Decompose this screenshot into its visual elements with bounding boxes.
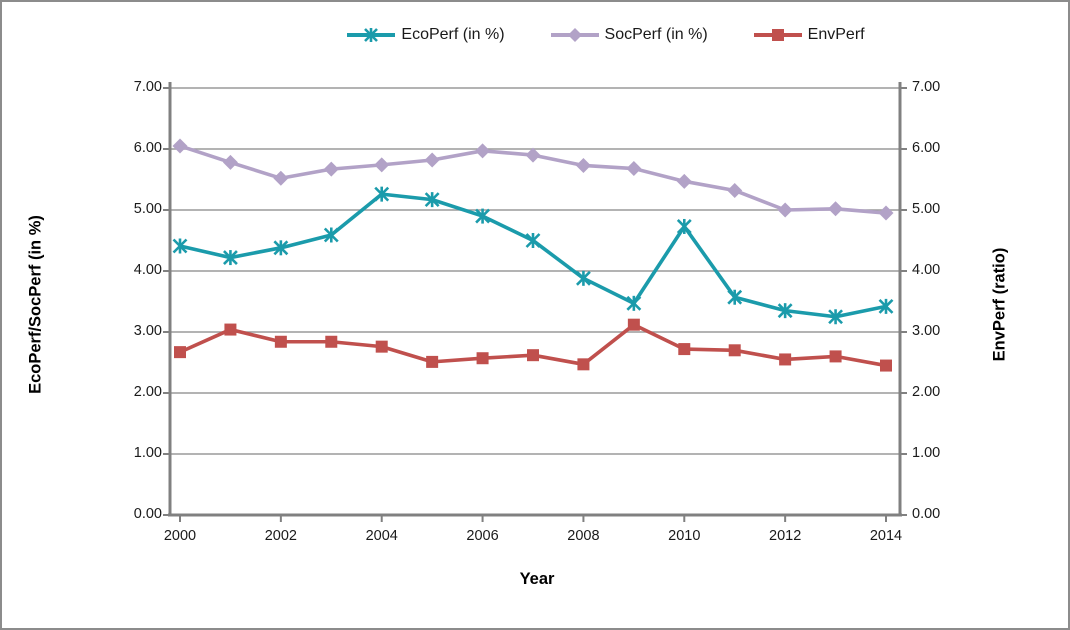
y-axis-left-tick-label: 4.00 (133, 262, 162, 278)
data-point-marker (828, 309, 843, 325)
y-axis-left-tick-label: 6.00 (133, 140, 162, 156)
data-point-marker (323, 161, 339, 177)
data-point-marker (476, 352, 489, 365)
socperf-line-marker-icon (550, 28, 599, 42)
data-point-marker (475, 208, 490, 224)
x-axis-tick-label: 2012 (769, 528, 802, 544)
y-axis-right-tick-label: 7.00 (912, 79, 941, 95)
data-point-marker (727, 182, 743, 198)
data-point-marker (475, 143, 491, 159)
legend-label-socperf: SocPerf (in %) (604, 26, 708, 43)
y-axis-right-tick-label: 1.00 (912, 445, 941, 461)
series-line-ecoperf (179, 192, 887, 319)
data-point-marker (273, 240, 289, 256)
data-point-marker (424, 152, 440, 168)
data-point-marker (223, 250, 238, 265)
chart-legend: EcoPerf (in %) SocPerf (in %) EnvPerf (72, 26, 1068, 44)
data-point-marker (374, 186, 390, 202)
data-point-marker (172, 238, 188, 254)
x-axis-tick-label: 2004 (365, 528, 398, 544)
legend-label-ecoperf: EcoPerf (in %) (401, 26, 505, 43)
data-point-marker (222, 154, 238, 170)
data-point-marker (575, 157, 591, 173)
data-point-marker (627, 318, 640, 331)
y-axis-left-tick-label: 5.00 (133, 201, 162, 217)
data-point-marker (626, 295, 642, 311)
y-axis-right-tick-label: 5.00 (912, 201, 941, 217)
data-point-marker (424, 192, 440, 208)
legend-item-socperf: SocPerf (in %) (549, 26, 708, 44)
data-point-marker (727, 289, 743, 305)
x-axis-tick-label: 2006 (466, 528, 499, 544)
x-axis-tick-label: 2010 (668, 528, 701, 544)
data-point-marker (728, 344, 741, 357)
x-axis-tick-label: 2008 (567, 528, 600, 544)
data-point-marker (880, 359, 892, 372)
data-point-marker (829, 350, 842, 363)
data-point-marker (676, 219, 692, 234)
data-point-marker (274, 335, 287, 348)
legend-marker-shape (771, 29, 784, 41)
y-axis-left-tick-label: 0.00 (133, 506, 162, 522)
y-axis-right-tick-label: 3.00 (912, 323, 941, 339)
legend-marker-shape (364, 28, 379, 42)
data-point-marker (323, 227, 339, 243)
data-point-marker (576, 270, 591, 286)
y-axis-title-left: EcoPerf/SocPerf (in %) (26, 215, 45, 394)
data-point-marker (777, 202, 793, 218)
data-point-marker (224, 323, 237, 336)
y-axis-left-tick-label: 1.00 (133, 445, 162, 461)
y-axis-right-tick-label: 2.00 (912, 384, 941, 400)
x-axis-tick-label: 2002 (264, 528, 297, 544)
data-point-marker (426, 355, 439, 368)
legend-item-envperf: EnvPerf (752, 26, 865, 44)
legend-label-envperf: EnvPerf (807, 26, 865, 43)
y-axis-right-tick-label: 6.00 (912, 140, 941, 156)
envperf-line-marker-icon (753, 29, 802, 41)
data-point-marker (878, 298, 894, 314)
data-point-marker (878, 205, 894, 221)
data-point-marker (172, 138, 188, 154)
y-axis-right-tick-label: 4.00 (912, 262, 941, 278)
y-axis-left-tick-label: 7.00 (133, 79, 162, 95)
x-axis-title: Year (519, 570, 555, 588)
data-point-marker (375, 340, 388, 353)
data-point-marker (678, 343, 691, 356)
data-point-marker (525, 147, 541, 163)
y-axis-title-right: EnvPerf (ratio) (990, 247, 1009, 362)
x-axis-tick-label: 2014 (869, 528, 903, 544)
legend-marker-shape (567, 28, 582, 42)
y-axis-left-tick-label: 3.00 (133, 323, 162, 339)
y-axis-right-tick-label: 0.00 (912, 506, 941, 522)
data-point-marker (676, 173, 692, 189)
x-axis-tick-label: 2000 (163, 528, 197, 544)
data-point-marker (527, 349, 539, 362)
legend-item-ecoperf: EcoPerf (in %) (345, 26, 505, 44)
data-point-marker (777, 303, 793, 319)
data-point-marker (174, 346, 186, 359)
ecoperf-line-marker-icon (347, 28, 396, 42)
data-point-marker (525, 233, 541, 248)
y-axis-left-tick-label: 2.00 (133, 384, 162, 400)
data-point-marker (273, 170, 289, 186)
data-point-marker (577, 358, 590, 371)
data-point-marker (779, 353, 792, 366)
data-point-marker (828, 201, 844, 217)
data-point-marker (374, 157, 390, 173)
data-point-marker (626, 161, 642, 177)
data-point-marker (325, 335, 338, 348)
